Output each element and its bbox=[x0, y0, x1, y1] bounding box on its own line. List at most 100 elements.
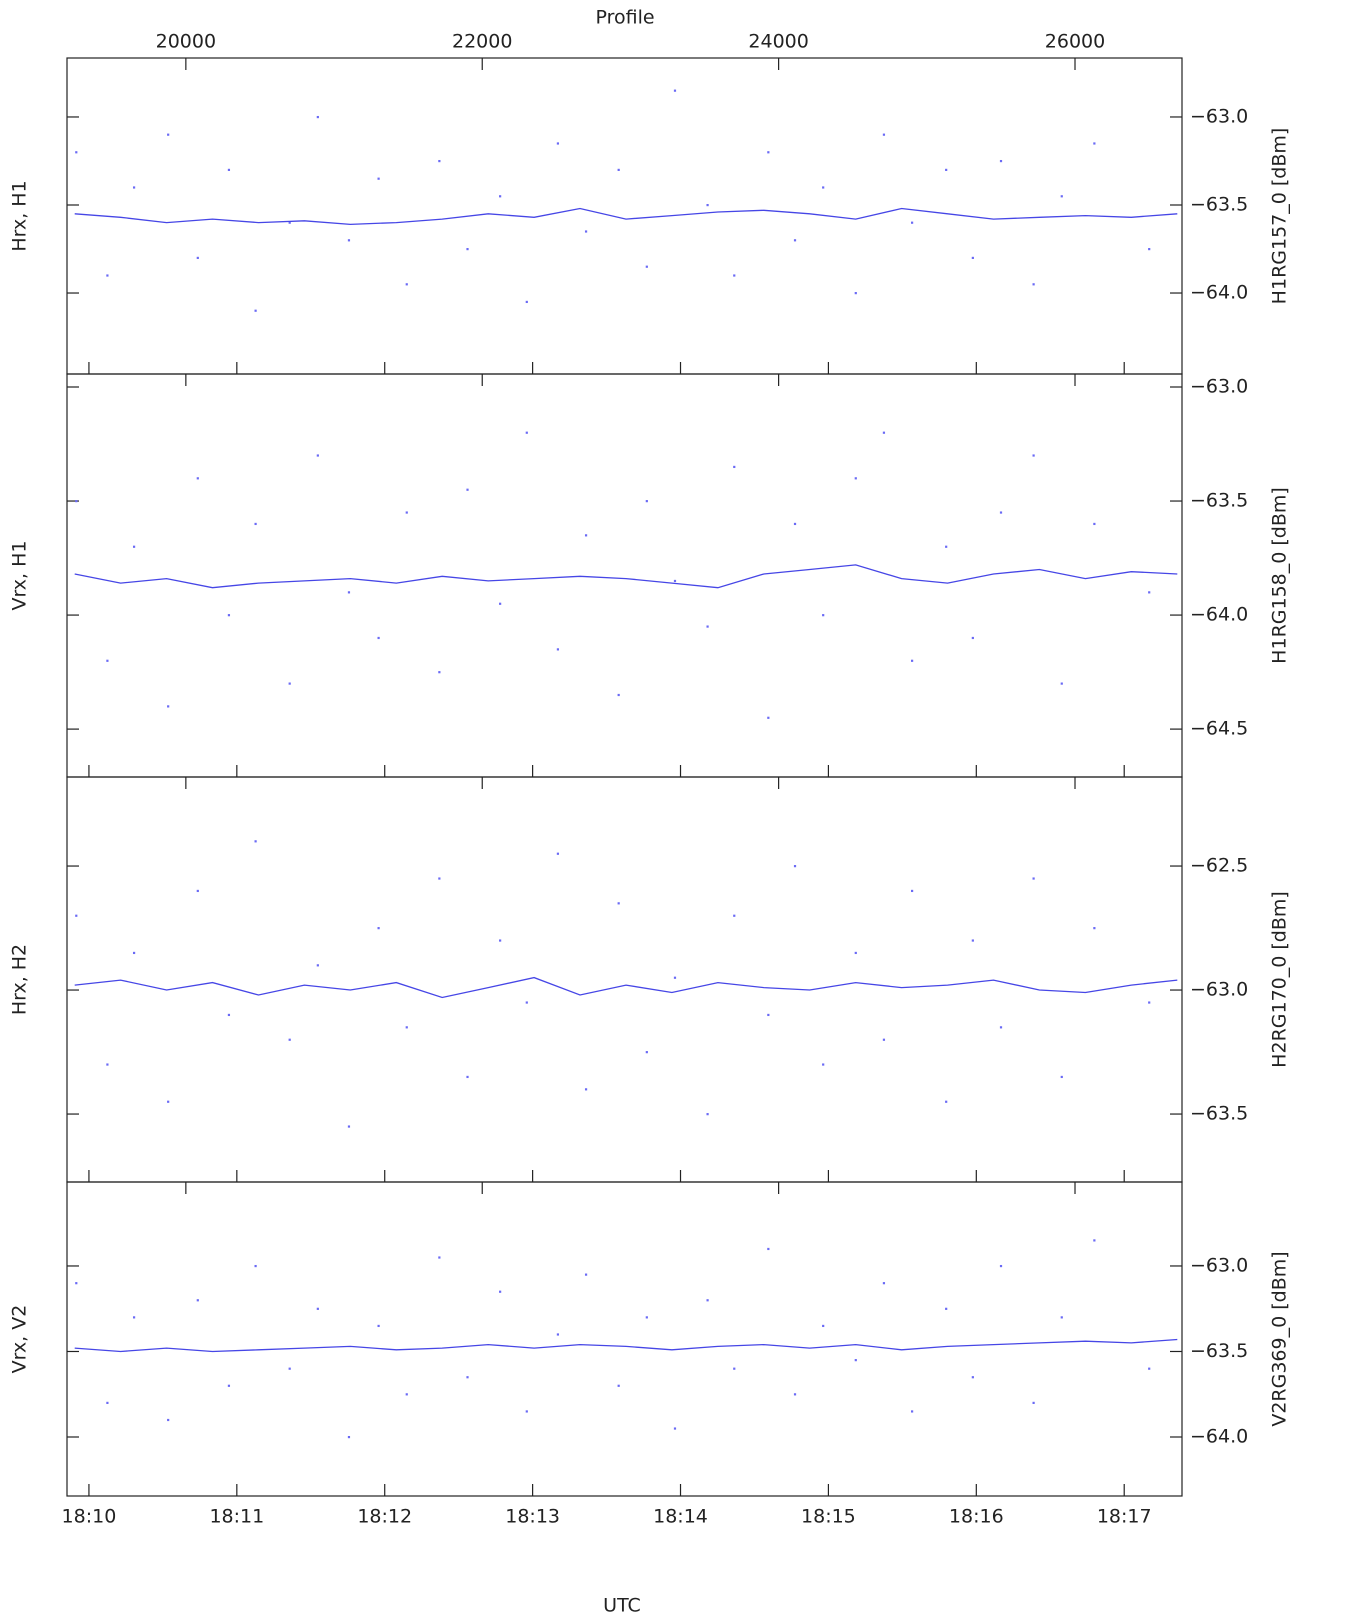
panel-frame bbox=[66, 1181, 1183, 1497]
data-point bbox=[227, 168, 231, 171]
data-point bbox=[584, 1273, 588, 1276]
data-point bbox=[971, 636, 974, 640]
data-point bbox=[106, 274, 109, 277]
y2-tick-label: −63.0 bbox=[1190, 376, 1248, 398]
x-label-bottom: UTC bbox=[603, 1595, 641, 1617]
data-point bbox=[466, 248, 469, 251]
data-point bbox=[438, 671, 441, 674]
data-point bbox=[706, 203, 709, 207]
data-point bbox=[347, 591, 351, 594]
data-point bbox=[822, 1063, 825, 1066]
data-point bbox=[438, 1256, 441, 1259]
data-point bbox=[377, 636, 380, 640]
data-point bbox=[132, 545, 136, 548]
data-point bbox=[132, 1316, 136, 1319]
y2-tick-label: −63.5 bbox=[1190, 1340, 1248, 1362]
data-point bbox=[525, 300, 528, 304]
data-point bbox=[945, 1100, 948, 1103]
y2-tick-label: −63.0 bbox=[1190, 1254, 1248, 1276]
data-point bbox=[584, 230, 588, 233]
data-point bbox=[645, 265, 648, 268]
data-point bbox=[854, 292, 857, 295]
data-point bbox=[733, 914, 736, 917]
data-point bbox=[733, 1367, 736, 1370]
data-point bbox=[910, 1410, 914, 1413]
data-point bbox=[1032, 454, 1035, 457]
data-point bbox=[673, 579, 677, 583]
data-point bbox=[377, 177, 380, 180]
data-point bbox=[822, 186, 825, 189]
x-tick-label: 20000 bbox=[156, 31, 216, 53]
y-label: Hrx, H2 bbox=[9, 944, 31, 1015]
data-point bbox=[106, 659, 109, 662]
x-tick-label: 22000 bbox=[452, 31, 512, 53]
data-point bbox=[733, 465, 736, 469]
data-point bbox=[288, 1038, 291, 1041]
mean-line bbox=[74, 564, 1178, 589]
data-point bbox=[854, 477, 857, 480]
data-point bbox=[854, 1359, 857, 1362]
data-point bbox=[1060, 682, 1063, 685]
y2-label: H1RG158_0 [dBm] bbox=[1269, 487, 1291, 664]
data-point bbox=[617, 1384, 620, 1387]
data-point bbox=[882, 431, 886, 434]
data-point bbox=[288, 682, 291, 685]
data-point bbox=[945, 168, 948, 171]
data-point bbox=[1060, 195, 1063, 198]
data-point bbox=[227, 1384, 231, 1387]
data-point bbox=[196, 1299, 199, 1302]
data-point bbox=[645, 1051, 648, 1054]
x2-tick-label: 18:16 bbox=[949, 1506, 1004, 1528]
data-point bbox=[556, 648, 560, 651]
data-point bbox=[645, 500, 648, 503]
data-point bbox=[438, 877, 441, 880]
data-point bbox=[945, 545, 948, 548]
data-point bbox=[971, 939, 974, 942]
data-point bbox=[822, 1324, 825, 1328]
y2-label: V2RG369_0 [dBm] bbox=[1269, 1251, 1291, 1426]
x2-tick-label: 18:17 bbox=[1097, 1506, 1152, 1528]
data-point bbox=[316, 115, 319, 119]
data-point bbox=[132, 951, 136, 955]
data-point bbox=[584, 534, 588, 537]
data-point bbox=[793, 865, 797, 868]
x2-tick-label: 18:11 bbox=[209, 1506, 264, 1528]
mean-line bbox=[74, 1338, 1178, 1353]
data-point bbox=[106, 1401, 109, 1404]
data-point bbox=[347, 1125, 351, 1128]
data-point bbox=[316, 964, 319, 967]
y-label: Hrx, H1 bbox=[9, 180, 31, 251]
data-point bbox=[945, 1307, 948, 1310]
data-point bbox=[999, 1026, 1003, 1029]
data-point bbox=[971, 1376, 974, 1379]
data-point bbox=[706, 1113, 709, 1116]
data-point bbox=[254, 840, 257, 843]
data-point bbox=[254, 522, 257, 526]
data-point bbox=[405, 1393, 408, 1396]
data-point bbox=[1060, 1075, 1063, 1079]
data-point bbox=[1148, 248, 1151, 251]
data-point bbox=[525, 431, 528, 434]
data-point bbox=[556, 142, 560, 145]
data-point bbox=[673, 89, 677, 92]
panel-frame bbox=[66, 776, 1183, 1183]
data-point bbox=[405, 1026, 408, 1029]
x2-tick-label: 18:14 bbox=[653, 1506, 708, 1528]
data-point bbox=[645, 1316, 648, 1319]
data-point bbox=[167, 133, 170, 136]
y-label: Vrx, H1 bbox=[9, 541, 31, 611]
data-point bbox=[316, 454, 319, 457]
data-point bbox=[882, 1282, 886, 1285]
y2-tick-label: −62.5 bbox=[1190, 855, 1248, 877]
data-point bbox=[1032, 283, 1035, 286]
data-point bbox=[75, 914, 78, 917]
data-point bbox=[75, 500, 78, 503]
y2-tick-label: −64.5 bbox=[1190, 718, 1248, 740]
data-point bbox=[499, 939, 502, 942]
data-point bbox=[617, 902, 620, 905]
data-point bbox=[584, 1088, 588, 1091]
data-point bbox=[1032, 1401, 1035, 1404]
y2-tick-label: −63.0 bbox=[1190, 105, 1248, 127]
data-point bbox=[196, 256, 199, 260]
